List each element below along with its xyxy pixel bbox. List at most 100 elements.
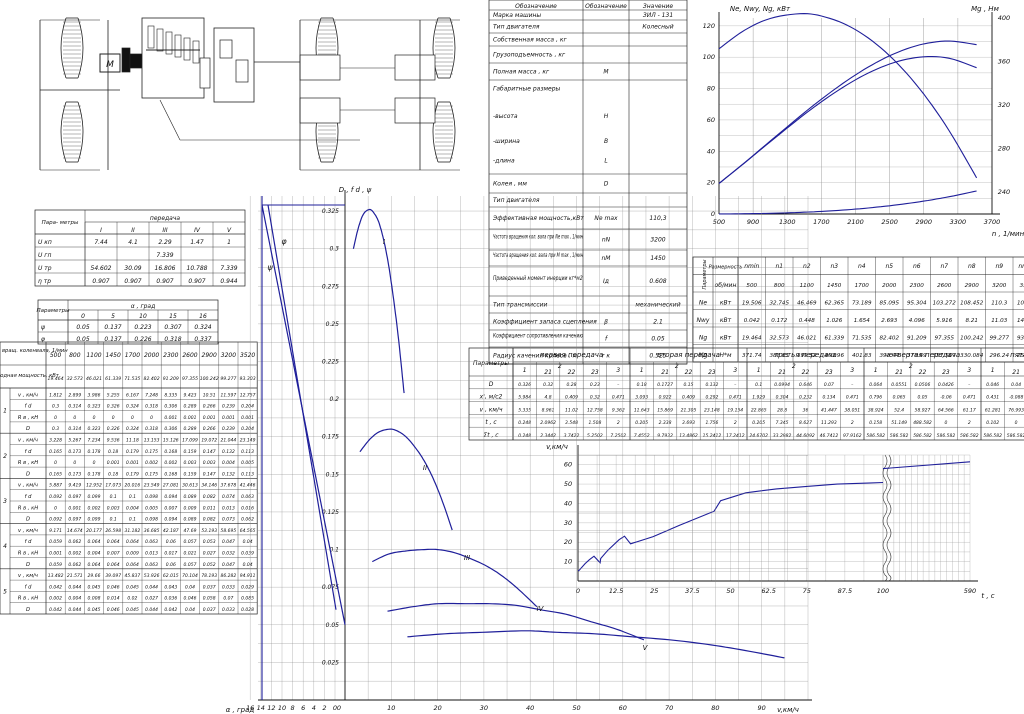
cell: 0.165 [49,471,62,477]
cell: 0.1 [129,517,136,523]
row-label: Mg [699,352,708,359]
row-label: R в , кН [18,596,38,602]
cell: 0.326 [107,426,120,432]
spec-name: Частота вращения кол. вала при M max , 1… [493,252,583,259]
rpm-cell: 800 [69,352,81,359]
spec-name: Эффективная мощность,кВт [492,215,584,222]
x-tick: 80 [711,704,719,712]
rpm-cell: 1100 [86,352,101,359]
cell: 0.007 [107,551,120,557]
alpha-tick: 16 [246,704,254,712]
y-tick: 0.3 [329,246,339,253]
wheel [60,101,84,163]
cell: 0.113 [241,471,254,477]
y-tick: 0.2 [329,396,339,403]
cell: 31.182 [125,528,141,534]
cell: 19.506 [742,301,762,307]
sub-header: 1 [757,367,761,374]
cell: 0.04 [185,584,195,590]
row-label: R в , кН [18,505,38,511]
cell: 93.303 [1017,336,1024,342]
col-header: 15 [169,313,177,320]
param-header: Параметры [473,360,509,367]
cell: 3520 [1020,283,1024,289]
cell: 5.2502 [587,433,603,439]
gear-curve-label: I [383,238,385,246]
spec-value: 110,3 [649,215,666,222]
sub-header: 21 [544,369,552,376]
sub-header: 1 [874,367,878,374]
cell: 0.057 [184,562,197,568]
cell: 0.089 [184,517,197,523]
cell: -0.088 [1009,395,1024,401]
cell: 5.887 [49,483,62,489]
series-nwy [719,190,977,215]
row-label: R в , кН [18,415,38,421]
cell: 0.248 [518,420,531,426]
cell: 5.984 [518,395,531,401]
engine-characteristic-chart: 500 900 1300 1700 2100 2500 2900 3300 3700 0 20 40 6… [703,5,1024,238]
cell: 0.0994 [774,382,790,388]
cell: 23.148 [704,407,720,413]
cell: 12.952 [86,483,102,489]
sub-header: 1 [991,367,995,374]
y2-tick: 280 [998,145,1010,153]
cell: 0.002 [145,460,158,466]
gear-group: четвертая передача [885,351,960,359]
cell: 16.806 [155,265,176,272]
gear-pair [174,34,182,58]
cell: 0.046 [986,382,999,388]
cell: 0.098 [145,494,158,500]
cell: 0.002 [49,596,62,602]
gear-group: пятая передача [1010,351,1024,359]
x-axis-label: t , с [981,592,994,600]
cell: 586.582 [913,433,932,439]
cell: 0.409 [682,395,695,401]
cell: 488.582 [913,420,932,426]
unit-cell: об/мин [715,282,737,289]
cell: 0.18 [108,471,118,477]
cell: 0.028 [241,607,254,613]
cell: 11.18 [126,438,139,444]
row-label: D [26,471,30,477]
cell: 17.099 [182,438,198,444]
table-frame [34,209,246,287]
spec-name: Тип двигателя [493,24,540,31]
param-header: Параметры [37,308,71,314]
cell: 0.32 [543,382,553,388]
cell: 0.003 [107,505,120,511]
col-header: 0 [81,313,85,320]
wheel [432,101,456,163]
rpm-cell: 1700 [125,352,140,359]
cell: 20.177 [86,528,102,534]
cell: 0 [131,415,134,421]
spec-value: 1450 [650,255,665,262]
gear-curve-iv [387,602,645,641]
cell: 21.044 [221,438,237,444]
cell: 0.907 [124,278,141,285]
cell: 403.96 [824,353,844,359]
y-tick: 0.1 [329,547,339,554]
differential [394,97,436,124]
cell: 0.063 [241,494,254,500]
velocity-curve [578,481,884,572]
axis-break [882,454,888,582]
cell: 0.173 [68,471,81,477]
wheel [60,17,84,79]
cell: 0 [73,460,76,466]
cell: 0.1 [755,382,762,388]
differential [299,54,341,81]
spec-name: Грузоподъемность , кг [493,52,566,59]
power-cell: 99.277 [220,376,236,382]
cell: 73.189 [852,301,872,307]
cell: 2300 [910,283,925,289]
sub-header: 3 [616,367,620,374]
y-tick: 60 [564,461,572,469]
spec-symbol: D [604,181,609,188]
cell: 0.292 [705,395,718,401]
col-header: nmin [744,263,759,270]
col-header: III [162,227,168,234]
cell: 357.567 [933,353,957,359]
